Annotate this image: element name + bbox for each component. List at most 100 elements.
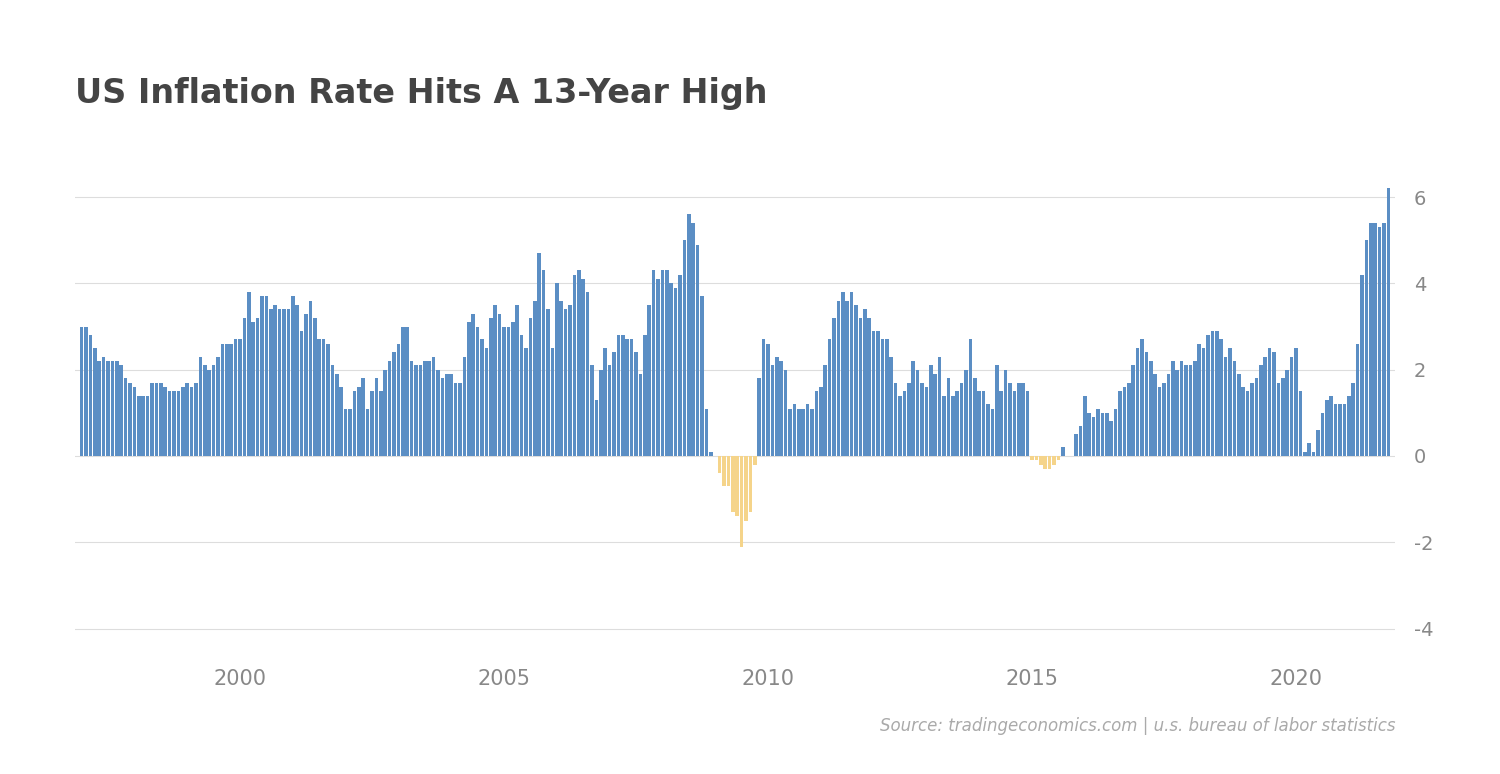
Bar [186, 382, 189, 456]
Bar [1338, 404, 1342, 456]
Bar [796, 409, 801, 456]
Bar [410, 361, 414, 456]
Bar [1144, 352, 1149, 456]
Text: Source: tradingeconomics.com | u.s. bureau of labor statistics: Source: tradingeconomics.com | u.s. bure… [879, 717, 1395, 735]
Bar [780, 361, 783, 456]
Bar [871, 330, 876, 456]
Bar [705, 409, 708, 456]
Bar [1360, 275, 1364, 456]
Bar [1096, 409, 1100, 456]
Bar [1197, 344, 1202, 456]
Bar [1311, 452, 1316, 456]
Bar [1158, 387, 1161, 456]
Bar [946, 378, 951, 456]
Bar [578, 270, 580, 456]
Bar [1131, 365, 1136, 456]
Bar [207, 370, 212, 456]
Bar [915, 370, 920, 456]
Bar [230, 344, 232, 456]
Bar [612, 352, 616, 456]
Bar [128, 382, 132, 456]
Bar [120, 365, 123, 456]
Bar [1140, 340, 1144, 456]
Bar [1149, 361, 1152, 456]
Bar [348, 409, 352, 456]
Bar [1035, 456, 1038, 461]
Bar [1281, 378, 1284, 456]
Bar [532, 300, 537, 456]
Bar [1013, 391, 1017, 456]
Bar [867, 318, 871, 456]
Bar [1008, 382, 1013, 456]
Bar [585, 292, 590, 456]
Bar [568, 305, 572, 456]
Bar [660, 270, 664, 456]
Bar [582, 279, 585, 456]
Bar [1329, 396, 1334, 456]
Bar [938, 357, 942, 456]
Bar [1022, 382, 1025, 456]
Bar [639, 374, 642, 456]
Bar [309, 300, 312, 456]
Bar [762, 340, 765, 456]
Bar [1386, 188, 1390, 456]
Bar [1179, 361, 1184, 456]
Bar [1245, 391, 1250, 456]
Bar [220, 344, 225, 456]
Bar [969, 340, 972, 456]
Bar [819, 387, 822, 456]
Bar [427, 361, 430, 456]
Bar [928, 365, 933, 456]
Bar [357, 387, 360, 456]
Bar [466, 322, 471, 456]
Bar [291, 296, 294, 456]
Bar [432, 357, 435, 456]
Bar [626, 340, 628, 456]
Bar [753, 456, 756, 464]
Bar [598, 370, 603, 456]
Bar [981, 391, 986, 456]
Bar [1377, 228, 1382, 456]
Bar [682, 240, 687, 456]
Bar [1294, 348, 1298, 456]
Bar [102, 357, 105, 456]
Bar [252, 322, 255, 456]
Bar [1044, 456, 1047, 469]
Bar [648, 305, 651, 456]
Bar [441, 378, 444, 456]
Bar [1276, 382, 1281, 456]
Bar [1040, 456, 1042, 464]
Bar [1370, 223, 1372, 456]
Bar [264, 296, 268, 456]
Bar [1126, 382, 1131, 456]
Bar [405, 327, 410, 456]
Bar [1304, 452, 1306, 456]
Bar [1118, 391, 1122, 456]
Bar [88, 335, 93, 456]
Bar [853, 305, 858, 456]
Bar [1258, 365, 1263, 456]
Bar [1110, 422, 1113, 456]
Bar [885, 340, 888, 456]
Bar [273, 305, 278, 456]
Bar [503, 327, 506, 456]
Bar [512, 322, 515, 456]
Bar [740, 456, 744, 546]
Bar [621, 335, 624, 456]
Bar [696, 245, 699, 456]
Bar [788, 409, 792, 456]
Bar [296, 305, 298, 456]
Bar [423, 361, 426, 456]
Bar [384, 370, 387, 456]
Bar [1263, 357, 1268, 456]
Bar [362, 378, 364, 456]
Bar [634, 352, 638, 456]
Bar [1176, 370, 1179, 456]
Bar [1113, 409, 1118, 456]
Bar [494, 305, 496, 456]
Bar [978, 391, 981, 456]
Bar [260, 296, 264, 456]
Bar [771, 365, 774, 456]
Bar [542, 270, 546, 456]
Bar [352, 391, 357, 456]
